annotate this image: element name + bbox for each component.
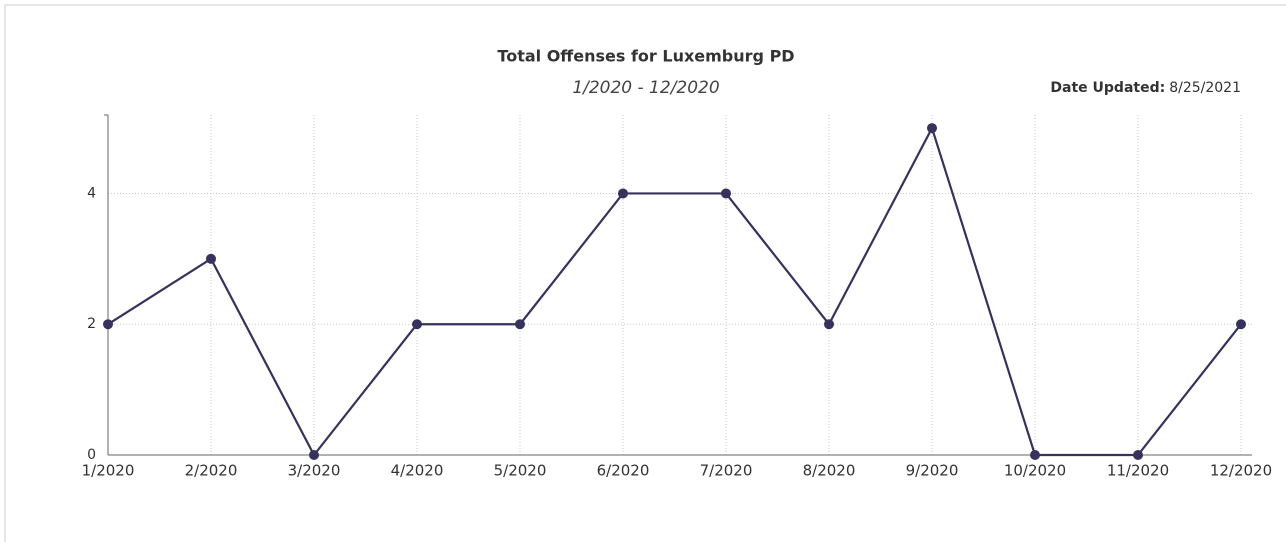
data-point	[618, 188, 628, 199]
x-tick-label: 1/2020	[82, 462, 135, 480]
chart-subtitle: 1/2020 - 12/2020	[572, 78, 719, 98]
x-tick-label: 10/2020	[1004, 462, 1066, 480]
x-tick-label: 9/2020	[906, 462, 959, 480]
x-tick-label: 5/2020	[494, 462, 547, 480]
x-tick-label: 12/2020	[1210, 462, 1272, 480]
data-point	[721, 188, 731, 199]
y-tick-label: 4	[87, 185, 96, 201]
data-point	[1133, 450, 1143, 460]
x-tick-label: 3/2020	[288, 462, 341, 480]
x-tick-label: 2/2020	[185, 462, 238, 480]
y-tick-label: 2	[87, 316, 96, 332]
data-point	[103, 319, 113, 330]
data-point	[824, 319, 834, 330]
chart-title: Total Offenses for Luxemburg PD	[497, 47, 794, 66]
data-point	[1030, 450, 1040, 460]
x-tick-label: 11/2020	[1107, 462, 1169, 480]
date-updated: Date Updated: 8/25/2021	[1050, 80, 1241, 96]
data-line	[107, 125, 1242, 458]
data-point	[412, 319, 422, 330]
frame	[4, 4, 1286, 542]
date-updated-label: Date Updated:	[1050, 80, 1165, 96]
data-point	[515, 319, 525, 330]
date-updated-value: 8/25/2021	[1169, 80, 1241, 96]
data-point	[206, 253, 216, 264]
x-tick-label: 8/2020	[803, 462, 856, 480]
x-tick-label: 4/2020	[391, 462, 444, 480]
x-tick-label: 7/2020	[700, 462, 753, 480]
x-tick-label: 6/2020	[597, 462, 650, 480]
data-point	[927, 123, 937, 134]
data-point	[1236, 319, 1246, 330]
y-tick-label: 0	[87, 447, 96, 463]
data-point	[309, 450, 319, 460]
